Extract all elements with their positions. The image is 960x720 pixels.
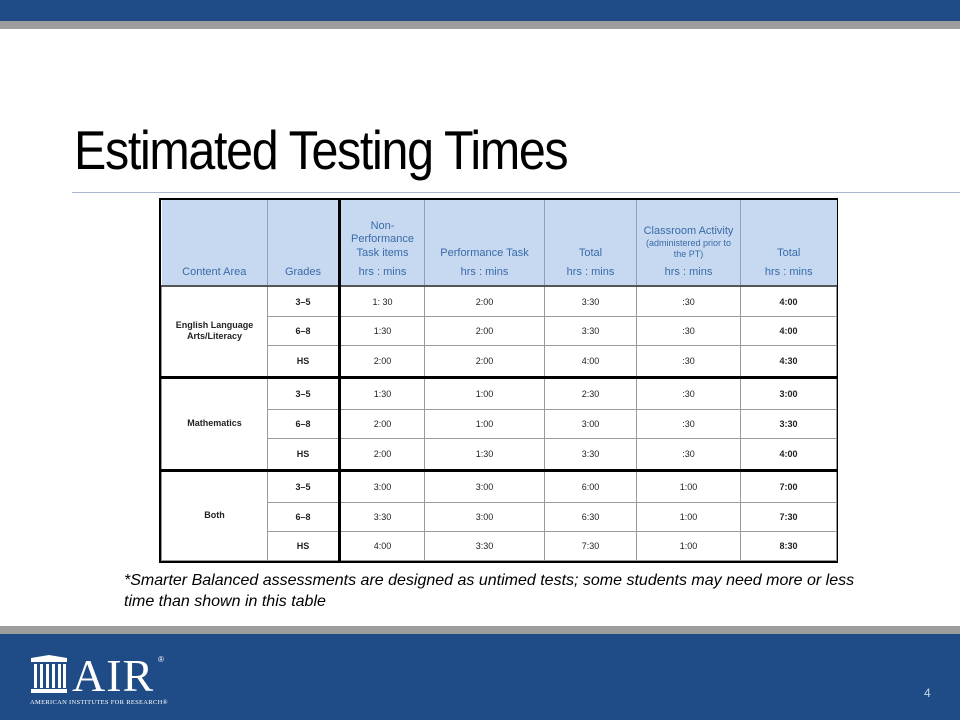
total2-cell: 7:30 <box>740 501 837 532</box>
total-cell: 3:30 <box>544 437 637 471</box>
testing-times-table: Content Area Grades Non-Performance Task… <box>159 198 838 563</box>
footnote: *Smarter Balanced assessments are design… <box>124 572 855 610</box>
grade-cell: HS <box>267 530 340 562</box>
building-icon <box>31 655 67 693</box>
perf-cell: 2:00 <box>424 285 545 317</box>
non-perf-cell: 1:30 <box>338 315 425 347</box>
table-row: Both 3–5 3:00 3:00 6:00 1:00 7:00 <box>161 468 837 562</box>
non-perf-cell: 1: 30 <box>338 285 425 317</box>
bottom-stripe <box>0 626 960 634</box>
table-row: Mathematics 3–5 1:30 1:00 2:30 :30 3:00 <box>161 375 837 471</box>
table-row: HS 4:00 3:30 7:30 1:00 8:30 <box>162 530 837 562</box>
table-row: 6–8 3:30 3:00 6:30 1:00 7:30 <box>162 501 837 532</box>
total2-cell: 4:30 <box>740 345 837 378</box>
logo-wordmark: AIR <box>72 650 155 701</box>
total2-cell: 7:00 <box>740 468 837 503</box>
non-perf-cell: 2:00 <box>338 437 425 471</box>
title-divider <box>72 192 960 193</box>
non-perf-cell: 2:00 <box>338 408 425 439</box>
total2-cell: 3:30 <box>740 408 837 439</box>
classroom-cell: 1:00 <box>636 501 741 532</box>
content-area-cell: Mathematics <box>161 375 268 471</box>
perf-cell: 2:00 <box>424 315 545 347</box>
grade-cell: 3–5 <box>267 285 340 317</box>
logo-tagline: AMERICAN INSTITUTES FOR RESEARCH® <box>30 699 168 706</box>
non-perf-cell: 4:00 <box>338 530 425 562</box>
total2-cell: 4:00 <box>740 285 837 317</box>
classroom-cell: 1:00 <box>636 530 741 562</box>
bottom-banner <box>0 634 960 720</box>
total2-cell: 4:00 <box>740 437 837 471</box>
page-number: 4 <box>924 686 931 700</box>
table-row: 6–8 2:00 1:00 3:00 :30 3:30 <box>162 408 837 439</box>
total-cell: 3:30 <box>544 315 637 347</box>
non-perf-cell: 2:00 <box>338 345 425 378</box>
total2-cell: 4:00 <box>740 315 837 347</box>
table-row: HS 2:00 2:00 4:00 :30 4:30 <box>162 345 837 378</box>
table-row: HS 2:00 1:30 3:30 :30 4:00 <box>162 437 837 471</box>
top-stripe <box>0 21 960 29</box>
header-content-area: Content Area <box>161 200 268 287</box>
perf-cell: 1:30 <box>424 437 545 471</box>
content-area-cell: English Language Arts/Literacy <box>161 285 268 378</box>
header-grades: Grades <box>267 200 340 287</box>
total2-cell: 3:00 <box>740 375 837 410</box>
total-cell: 6:00 <box>544 468 637 503</box>
total2-cell: 8:30 <box>740 530 837 562</box>
total-cell: 3:30 <box>544 285 637 317</box>
total-cell: 4:00 <box>544 345 637 378</box>
header-performance-task: Performance Task hrs : mins <box>424 200 545 287</box>
table-row: 6–8 1:30 2:00 3:30 :30 4:00 <box>162 315 837 347</box>
grade-cell: 3–5 <box>267 468 340 503</box>
grade-cell: 6–8 <box>267 501 340 532</box>
perf-cell: 2:00 <box>424 345 545 378</box>
classroom-cell: :30 <box>636 408 741 439</box>
classroom-cell: :30 <box>636 315 741 347</box>
header-non-performance: Non-Performance Task items hrs : mins <box>338 200 425 287</box>
header-total: Total hrs : mins <box>544 200 637 287</box>
grade-cell: 6–8 <box>267 315 340 347</box>
non-perf-cell: 1:30 <box>338 375 425 410</box>
grade-cell: HS <box>267 345 340 378</box>
header-classroom-activity: Classroom Activity (administered prior t… <box>636 200 741 287</box>
total-cell: 6:30 <box>544 501 637 532</box>
registered-mark: ® <box>158 655 164 664</box>
perf-cell: 3:00 <box>424 501 545 532</box>
table-row: English Language Arts/Literacy 3–5 1: 30… <box>161 285 837 378</box>
non-perf-cell: 3:30 <box>338 501 425 532</box>
classroom-cell: :30 <box>636 437 741 471</box>
total-cell: 3:00 <box>544 408 637 439</box>
air-logo: AIR ® AMERICAN INSTITUTES FOR RESEARCH® <box>30 650 180 710</box>
top-banner <box>0 0 960 21</box>
grade-cell: 3–5 <box>267 375 340 410</box>
classroom-cell: :30 <box>636 375 741 410</box>
slide-title: Estimated Testing Times <box>74 119 569 181</box>
grade-cell: 6–8 <box>267 408 340 439</box>
perf-cell: 3:00 <box>424 468 545 503</box>
classroom-cell: :30 <box>636 285 741 317</box>
total-cell: 7:30 <box>544 530 637 562</box>
grade-cell: HS <box>267 437 340 471</box>
perf-cell: 3:30 <box>424 530 545 562</box>
classroom-cell: :30 <box>636 345 741 378</box>
total-cell: 2:30 <box>544 375 637 410</box>
perf-cell: 1:00 <box>424 408 545 439</box>
header-total-with-classroom: Total hrs : mins <box>740 200 837 287</box>
content-area-cell: Both <box>161 468 268 562</box>
classroom-cell: 1:00 <box>636 468 741 503</box>
perf-cell: 1:00 <box>424 375 545 410</box>
non-perf-cell: 3:00 <box>338 468 425 503</box>
